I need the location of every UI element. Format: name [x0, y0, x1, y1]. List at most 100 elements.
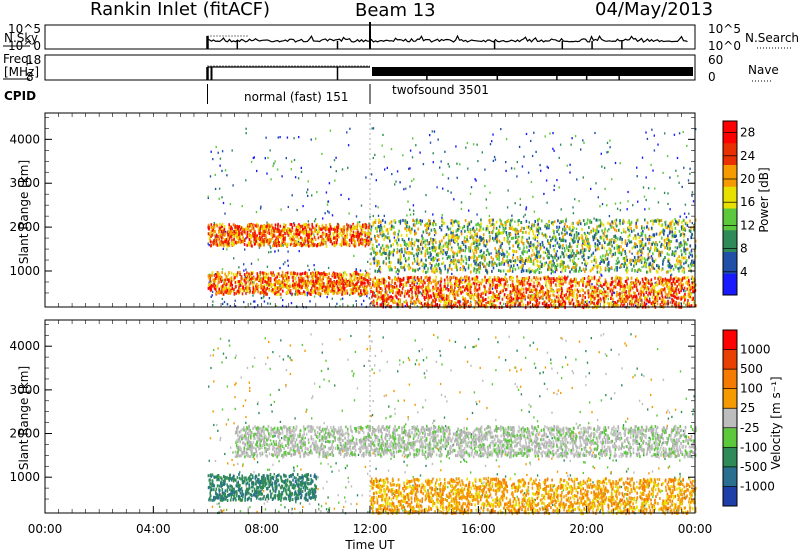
heat-cell	[236, 241, 239, 244]
heat-cell	[229, 305, 231, 308]
heat-cell	[382, 294, 384, 298]
heat-cell	[233, 233, 235, 237]
heat-cell	[687, 276, 689, 279]
heat-cell	[226, 282, 228, 286]
heat-cell	[320, 292, 323, 296]
heat-cell	[214, 229, 216, 233]
heat-cell	[424, 281, 426, 285]
heat-cell	[282, 284, 285, 287]
heat-cell	[395, 286, 397, 290]
heat-cell	[226, 303, 229, 306]
heat-cell	[278, 272, 280, 276]
heat-cell	[572, 294, 575, 298]
heat-cell	[425, 285, 428, 289]
heat-cell	[231, 287, 234, 290]
heat-cell	[481, 292, 484, 296]
heat-cell	[248, 237, 251, 241]
heat-cell	[259, 207, 262, 210]
heat-cell	[238, 280, 240, 283]
heat-cell	[495, 277, 498, 281]
heat-cell	[366, 279, 369, 283]
heat-cell	[618, 276, 621, 280]
heat-cell	[223, 281, 226, 285]
heat-cell	[329, 129, 332, 132]
heat-cell	[692, 278, 695, 282]
heat-cell	[319, 283, 321, 287]
heat-cell	[503, 263, 505, 266]
heat-cell	[679, 266, 681, 270]
heat-cell	[245, 286, 247, 290]
heat-cell	[453, 275, 455, 279]
heat-cell	[405, 281, 408, 285]
heat-cell	[287, 250, 289, 253]
heat-cell	[281, 283, 283, 287]
heat-cell	[411, 285, 413, 289]
heat-cell	[358, 241, 360, 245]
heat-cell	[667, 278, 669, 282]
heat-cell	[291, 194, 293, 197]
heat-cell	[580, 278, 582, 282]
heat-cell	[681, 278, 683, 282]
heat-cell	[566, 164, 568, 167]
heat-cell	[208, 227, 210, 231]
heat-cell	[575, 299, 578, 303]
heat-cell	[268, 231, 271, 235]
heat-cell	[344, 280, 347, 284]
heat-cell	[685, 281, 687, 285]
heat-cell	[624, 285, 626, 289]
heat-cell	[518, 288, 521, 292]
heat-cell	[317, 278, 320, 282]
heat-cell	[646, 278, 649, 281]
heat-cell	[213, 226, 215, 229]
heat-cell	[585, 282, 588, 286]
heat-cell	[411, 279, 414, 283]
heat-cell	[498, 292, 500, 296]
heat-cell	[481, 280, 484, 284]
heat-cell	[517, 290, 519, 294]
heat-cell	[335, 170, 337, 173]
heat-cell	[220, 239, 223, 243]
heat-cell	[409, 185, 411, 188]
heat-cell	[282, 289, 284, 293]
heat-cell	[305, 229, 308, 233]
heat-cell	[312, 284, 314, 288]
heat-cell	[688, 293, 690, 296]
heat-cell	[223, 244, 225, 248]
heat-cell	[689, 295, 691, 299]
heat-cell	[501, 297, 504, 301]
heat-cell	[349, 278, 351, 281]
heat-cell	[670, 277, 672, 281]
heat-cell	[214, 234, 216, 237]
heat-cell	[330, 278, 332, 282]
heat-cell	[545, 282, 547, 286]
heat-cell	[364, 278, 367, 281]
heat-cell	[659, 296, 661, 300]
heat-cell	[691, 286, 694, 289]
heat-cell	[530, 298, 533, 301]
heat-cell	[577, 257, 580, 261]
heat-cell	[592, 295, 594, 299]
heat-cell	[544, 251, 547, 254]
heat-cell	[576, 293, 578, 297]
heat-cell	[298, 278, 301, 282]
heat-cell	[215, 145, 217, 149]
heat-cell	[536, 240, 539, 243]
heat-cell	[442, 244, 445, 248]
heat-cell	[224, 286, 226, 290]
heat-cell	[419, 267, 421, 270]
heat-cell	[435, 292, 437, 296]
heat-cell	[332, 291, 334, 295]
heat-cell	[271, 223, 273, 227]
heat-cell	[342, 273, 345, 277]
heat-cell	[447, 283, 449, 287]
heat-cell	[690, 277, 693, 280]
heat-cell	[218, 272, 221, 276]
heat-cell	[251, 227, 253, 231]
heat-cell	[659, 279, 662, 283]
heat-cell	[682, 283, 684, 287]
heat-cell	[670, 293, 672, 297]
heat-cell	[411, 294, 413, 298]
heat-cell	[453, 198, 455, 201]
heat-cell	[335, 235, 338, 239]
heat-cell	[453, 295, 455, 299]
